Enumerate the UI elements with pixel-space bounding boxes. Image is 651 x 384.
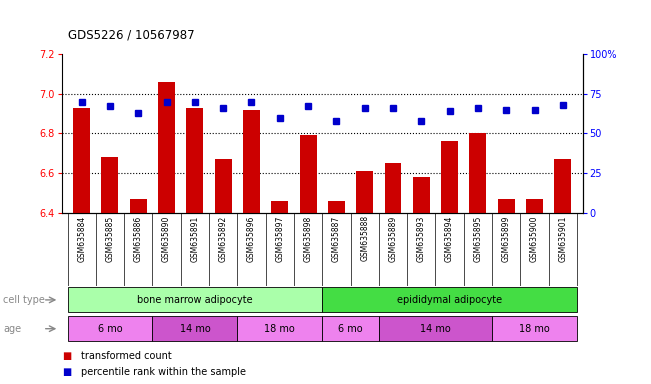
Bar xyxy=(526,199,543,213)
Text: GSM635891: GSM635891 xyxy=(190,215,199,262)
Text: epididymal adipocyte: epididymal adipocyte xyxy=(397,295,502,305)
Text: GSM635899: GSM635899 xyxy=(502,215,511,262)
Text: GSM635893: GSM635893 xyxy=(417,215,426,262)
Bar xyxy=(158,82,175,213)
Text: GSM635885: GSM635885 xyxy=(105,215,115,262)
Bar xyxy=(73,108,90,213)
Text: GSM635895: GSM635895 xyxy=(473,215,482,262)
Text: GSM635896: GSM635896 xyxy=(247,215,256,262)
Text: GSM635892: GSM635892 xyxy=(219,215,228,262)
Text: GSM635884: GSM635884 xyxy=(77,215,86,262)
Bar xyxy=(441,141,458,213)
Text: percentile rank within the sample: percentile rank within the sample xyxy=(81,367,246,377)
Text: ■: ■ xyxy=(62,367,71,377)
Text: 6 mo: 6 mo xyxy=(98,324,122,334)
Bar xyxy=(356,171,373,213)
Bar xyxy=(299,136,316,213)
Bar xyxy=(215,159,232,213)
Bar xyxy=(385,163,402,213)
Bar xyxy=(379,316,492,341)
Bar xyxy=(243,109,260,213)
Bar xyxy=(555,159,572,213)
Text: GSM635888: GSM635888 xyxy=(360,215,369,262)
Text: 18 mo: 18 mo xyxy=(264,324,295,334)
Text: GSM635894: GSM635894 xyxy=(445,215,454,262)
Text: GSM635897: GSM635897 xyxy=(275,215,284,262)
Bar xyxy=(102,157,118,213)
Text: GSM635901: GSM635901 xyxy=(559,215,567,262)
Text: GSM635900: GSM635900 xyxy=(530,215,539,262)
Text: 6 mo: 6 mo xyxy=(339,324,363,334)
Bar xyxy=(130,199,146,213)
Bar xyxy=(322,316,379,341)
Text: GSM635889: GSM635889 xyxy=(389,215,398,262)
Text: GSM635887: GSM635887 xyxy=(332,215,341,262)
Bar xyxy=(238,316,322,341)
Text: cell type: cell type xyxy=(3,295,45,305)
Text: 14 mo: 14 mo xyxy=(180,324,210,334)
Text: ■: ■ xyxy=(62,351,71,361)
Text: transformed count: transformed count xyxy=(81,351,172,361)
Bar xyxy=(322,287,577,313)
Bar xyxy=(271,201,288,213)
Text: GDS5226 / 10567987: GDS5226 / 10567987 xyxy=(68,29,195,42)
Bar xyxy=(186,108,203,213)
Text: bone marrow adipocyte: bone marrow adipocyte xyxy=(137,295,253,305)
Text: 14 mo: 14 mo xyxy=(420,324,451,334)
Text: GSM635886: GSM635886 xyxy=(133,215,143,262)
Bar xyxy=(152,316,238,341)
Bar xyxy=(68,287,322,313)
Text: GSM635898: GSM635898 xyxy=(303,215,312,262)
Bar xyxy=(68,316,152,341)
Bar xyxy=(492,316,577,341)
Bar xyxy=(328,201,345,213)
Text: GSM635890: GSM635890 xyxy=(162,215,171,262)
Bar xyxy=(498,199,515,213)
Bar xyxy=(469,134,486,213)
Bar xyxy=(413,177,430,213)
Text: age: age xyxy=(3,324,21,334)
Text: 18 mo: 18 mo xyxy=(519,324,550,334)
